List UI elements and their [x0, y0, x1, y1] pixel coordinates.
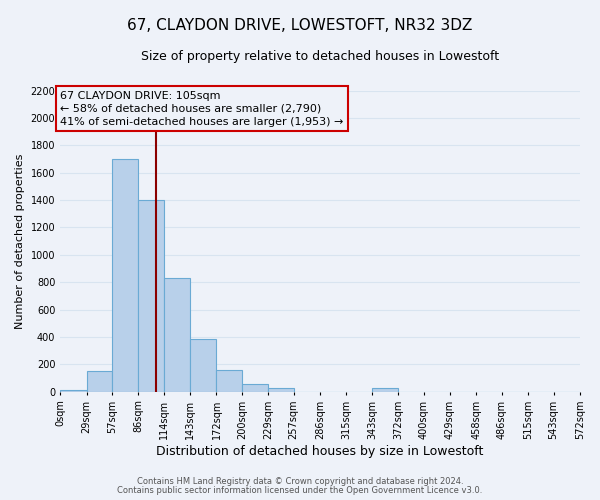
- Bar: [86, 370, 112, 392]
- Text: Contains public sector information licensed under the Open Government Licence v3: Contains public sector information licen…: [118, 486, 482, 495]
- Bar: [217, 370, 242, 392]
- Text: 67, CLAYDON DRIVE, LOWESTOFT, NR32 3DZ: 67, CLAYDON DRIVE, LOWESTOFT, NR32 3DZ: [127, 18, 473, 32]
- Text: Contains HM Land Registry data © Crown copyright and database right 2024.: Contains HM Land Registry data © Crown c…: [137, 477, 463, 486]
- Bar: [164, 278, 190, 392]
- Bar: [268, 388, 294, 392]
- X-axis label: Distribution of detached houses by size in Lowestoft: Distribution of detached houses by size …: [157, 444, 484, 458]
- Y-axis label: Number of detached properties: Number of detached properties: [15, 154, 25, 329]
- Bar: [190, 339, 217, 392]
- Bar: [139, 200, 164, 392]
- Bar: [60, 390, 86, 392]
- Bar: [372, 388, 398, 392]
- Title: Size of property relative to detached houses in Lowestoft: Size of property relative to detached ho…: [141, 50, 499, 63]
- Text: 67 CLAYDON DRIVE: 105sqm
← 58% of detached houses are smaller (2,790)
41% of sem: 67 CLAYDON DRIVE: 105sqm ← 58% of detach…: [60, 90, 344, 127]
- Bar: [242, 384, 268, 392]
- Bar: [112, 159, 139, 392]
